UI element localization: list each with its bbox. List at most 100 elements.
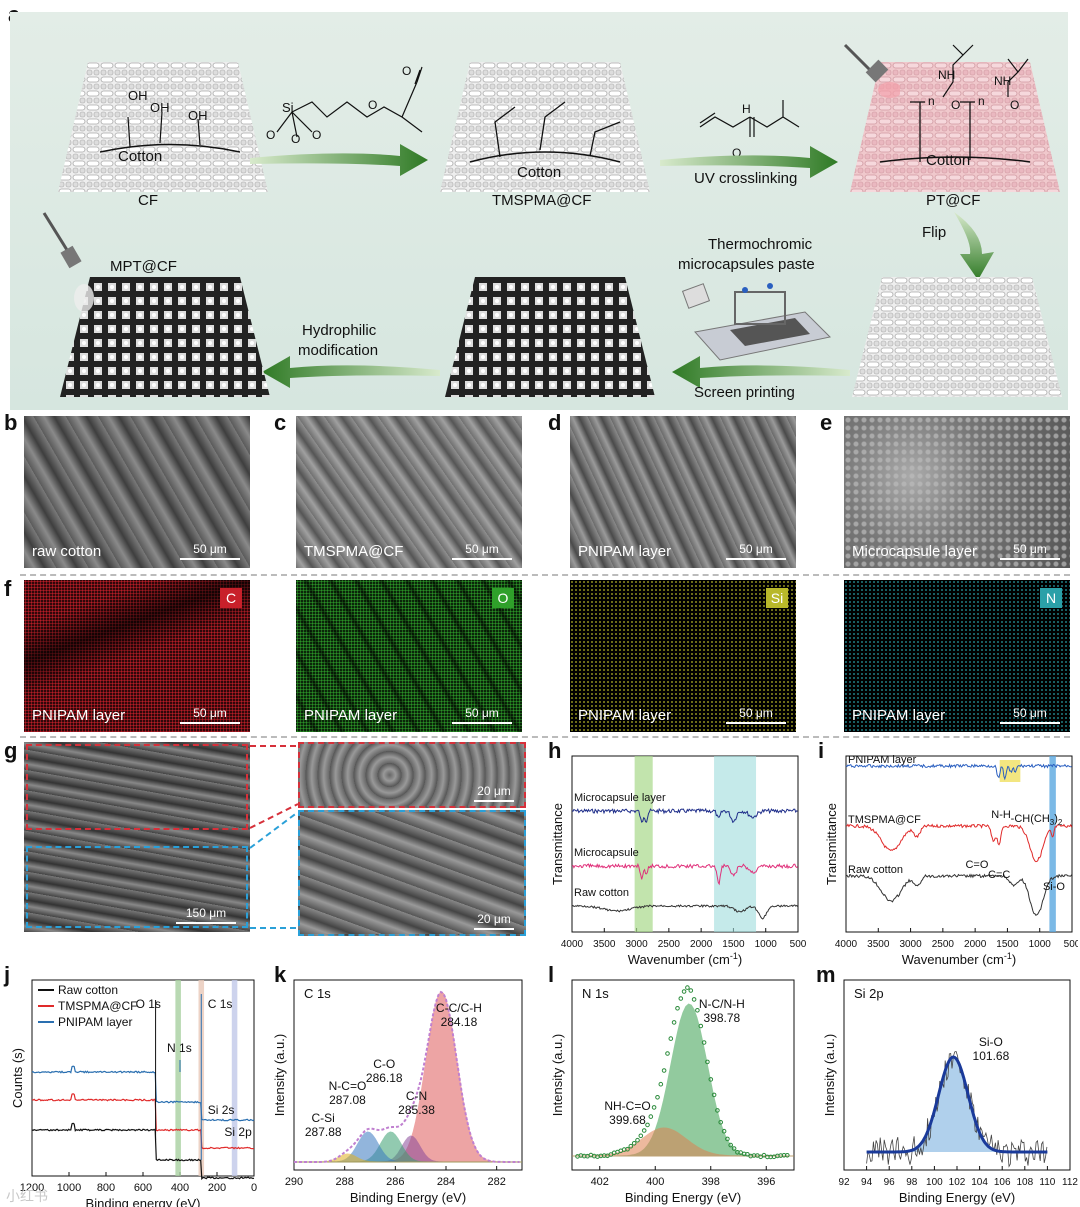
o-atom-5: O	[402, 64, 412, 78]
screen-printing-label: Screen printing	[694, 384, 795, 401]
airbrush-icon	[42, 212, 94, 312]
scale-label: 50 μm	[1013, 542, 1047, 556]
x-tick-label: 106	[994, 1177, 1011, 1188]
raw-data-line	[866, 1051, 1048, 1168]
x-tick-label: 3500	[867, 939, 890, 950]
series-line	[571, 904, 799, 920]
divider	[20, 736, 1070, 738]
data-point	[665, 1051, 670, 1056]
x-tick-label: 2500	[658, 939, 681, 950]
oh-group-2: OH	[150, 100, 170, 115]
data-point	[695, 1008, 700, 1013]
element-badge: O	[492, 588, 514, 608]
data-point	[688, 988, 694, 993]
panel-label-j: j	[4, 962, 11, 987]
x-tick-label: 98	[906, 1177, 918, 1188]
eds-caption: PNIPAM layer	[578, 707, 672, 724]
data-point	[691, 997, 697, 1002]
data-point	[685, 985, 690, 990]
data-point	[745, 1152, 750, 1157]
peak-value: 284.18	[441, 1015, 478, 1029]
annotation-label: O 1s	[136, 997, 161, 1011]
scale-label: 20 μm	[477, 784, 511, 798]
uv-crosslinking-label: UV crosslinking	[694, 170, 798, 187]
arrow-down-icon	[954, 212, 994, 280]
x-tick-label: 500	[790, 939, 807, 950]
sem-image-raw-cotton: raw cotton 50 μm	[24, 416, 250, 568]
fit-peak	[572, 1003, 794, 1157]
panel-label-d: d	[548, 410, 562, 435]
panel-label-i: i	[818, 738, 825, 763]
o-atom-1: O	[266, 128, 276, 142]
x-axis-label: Wavenumber (cm-1)	[628, 951, 742, 967]
series-line	[845, 873, 1073, 916]
data-point	[715, 1108, 720, 1113]
arrow-right-icon	[250, 144, 428, 176]
x-tick-label: 1000	[1029, 939, 1052, 950]
legend-label: Raw cotton	[58, 983, 118, 997]
x-tick-label: 290	[285, 1176, 303, 1188]
x-tick-label: 800	[97, 1182, 115, 1194]
data-point	[651, 1105, 657, 1110]
cotton-chain-icon	[100, 111, 240, 153]
scale-bar: 150 μm	[176, 906, 236, 924]
annotation-label: Si 2s	[208, 1103, 235, 1117]
panel-label-c: c	[274, 410, 287, 435]
zoom-region-top	[26, 744, 248, 830]
o-atom-8: O	[1010, 98, 1020, 112]
x-axis-label: Binding Energy (eV)	[350, 1190, 466, 1205]
highlight-band	[231, 980, 238, 1176]
arrow-left-icon	[672, 356, 850, 388]
sem-zoom-top: 20 μm	[298, 742, 526, 808]
x-tick-label: 288	[335, 1176, 353, 1188]
flip-label: Flip	[922, 224, 947, 241]
fit-peak	[866, 1057, 1048, 1152]
data-point	[721, 1128, 727, 1134]
x-tick-label: 108	[1016, 1177, 1033, 1188]
cotton-label-3: Cotton	[926, 152, 971, 169]
o-atom-6: O	[732, 146, 742, 160]
x-tick-label: 396	[757, 1176, 775, 1188]
x-tick-label: 3500	[593, 939, 616, 950]
pnipam-chain-icon	[942, 44, 1029, 98]
envelope-line	[294, 990, 520, 1163]
peak-value: 287.08	[329, 1093, 366, 1107]
panel-label-m: m	[816, 962, 836, 987]
scale-bar: 20 μm	[474, 912, 514, 930]
cf-label: CF	[138, 192, 158, 209]
data-point	[701, 1040, 707, 1045]
arrow-left-icon	[262, 356, 440, 388]
x-tick-label: 284	[437, 1176, 455, 1188]
peak-value: 101.68	[973, 1049, 1010, 1063]
nh-2: NH	[994, 74, 1012, 88]
peak-value: 286.18	[366, 1071, 403, 1085]
panel-label-b: b	[4, 410, 18, 435]
data-point	[681, 989, 687, 994]
x-tick-label: 1500	[996, 939, 1019, 950]
chart-xps-c1s: 290 288 286 284 282 Binding Energy (eV) Intens…	[272, 979, 523, 1205]
scale-bar: 50 μm	[726, 542, 786, 560]
annotation-label: C=C	[988, 869, 1010, 881]
element-badge: Si	[766, 588, 788, 608]
h-atom: H	[742, 102, 751, 116]
annotation-label: Si-O	[1043, 881, 1065, 893]
peak-label: C-O	[373, 1057, 395, 1071]
sem-caption: TMSPMA@CF	[304, 543, 404, 560]
sem-image-microcapsule: Microcapsule layer 50 μm	[844, 416, 1070, 568]
panel-label-g: g	[4, 738, 18, 763]
element-badge: N	[1040, 588, 1062, 608]
data-point	[711, 1092, 717, 1098]
series-line	[31, 1093, 255, 1150]
repeat-n-1: n	[928, 94, 935, 108]
printed-fabric-icon	[445, 277, 655, 397]
scale-label: 20 μm	[477, 912, 511, 926]
scale-bar: 50 μm	[180, 706, 240, 724]
x-axis-label: Binding energy (eV)	[86, 1196, 201, 1207]
panel-label-e: e	[820, 410, 833, 435]
tmspma-label: TMSPMA@CF	[492, 192, 592, 209]
watermark: 小红书	[6, 1188, 48, 1204]
repeat-n-2: n	[978, 94, 985, 108]
sem-cross-section: 150 μm	[24, 742, 250, 932]
annotation-label: N-H	[991, 809, 1011, 821]
chart-title: N 1s	[582, 986, 609, 1001]
